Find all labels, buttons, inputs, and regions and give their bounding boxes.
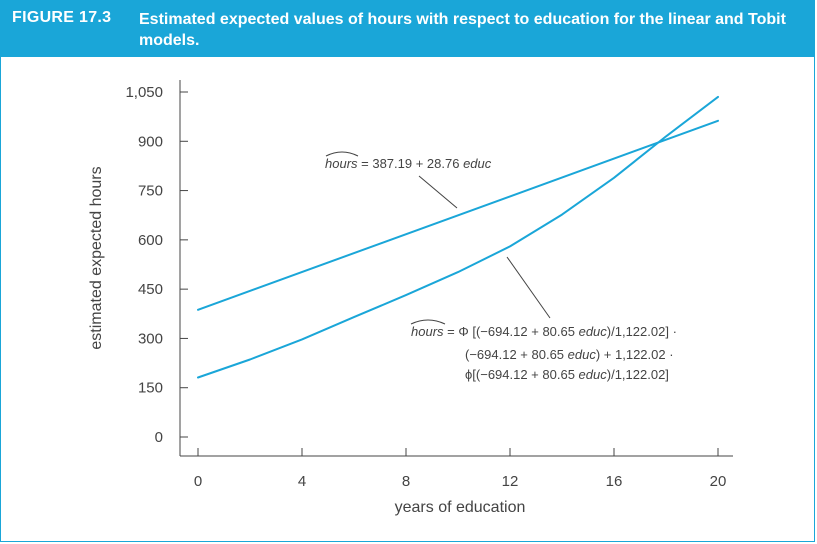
y-tick-label: 750 — [138, 183, 163, 200]
tobit-line-3-a: ϕ[(−694.12 + 80.65 — [465, 367, 579, 382]
x-axis-title: years of education — [395, 499, 526, 516]
series-layer — [197, 95, 719, 379]
y-tick-label: 900 — [138, 133, 163, 150]
x-tick-label: 0 — [194, 473, 202, 490]
linear-eq-text: = 387.19 + 28.76 — [358, 156, 464, 171]
x-tick-label: 12 — [502, 473, 519, 490]
tobit-line-2-b: ) + 1,122.02 · — [596, 347, 674, 362]
y-tick-label: 1,050 — [125, 84, 163, 101]
tobit-line-3-var: educ — [579, 367, 608, 382]
linear-hat-var: hours — [325, 156, 358, 171]
tobit-line-3-b: )/1,122.02] — [607, 367, 669, 382]
y-tick-label: 0 — [155, 429, 163, 446]
axes: 0 150 300 450 600 750 900 1,050 0 4 8 12 16 20 — [125, 80, 733, 490]
series-line-tobit — [197, 95, 719, 379]
tobit-line-2-a: (−694.12 + 80.65 — [465, 347, 568, 362]
y-tick-label: 450 — [138, 281, 163, 298]
tobit-leader-line — [506, 256, 551, 319]
tobit-hat-mark — [410, 319, 446, 325]
tobit-line-1-var: educ — [579, 324, 608, 339]
x-tick-label: 20 — [710, 473, 727, 490]
tobit-line-2-var: educ — [568, 347, 597, 362]
y-axis-title: estimated expected hours — [88, 166, 105, 349]
linear-eq-var: educ — [463, 156, 492, 171]
y-tick-label: 150 — [138, 380, 163, 397]
tobit-line-1: hours = Φ [(−694.12 + 80.65 educ)/1,122.… — [411, 324, 677, 339]
tobit-line-3: ϕ[(−694.12 + 80.65 educ)/1,122.02] — [465, 367, 669, 382]
linear-leader-line — [418, 175, 458, 209]
y-tick-label: 600 — [138, 232, 163, 249]
linear-hat-mark — [325, 151, 359, 157]
x-tick-label: 8 — [402, 473, 410, 490]
figure-title: Estimated expected values of hours with … — [139, 11, 786, 49]
linear-annotation: hours = 387.19 + 28.76 educ — [325, 151, 492, 209]
tobit-line-1-b: )/1,122.02] · — [607, 324, 677, 339]
x-tick-label: 16 — [606, 473, 623, 490]
tobit-hat-var: hours — [411, 324, 444, 339]
series-line-linear — [197, 119, 719, 311]
figure-label: FIGURE 17.3 — [12, 9, 112, 26]
x-tick-label: 4 — [298, 473, 306, 490]
tobit-line-1-a: = Φ [(−694.12 + 80.65 — [444, 324, 579, 339]
linear-equation: hours = 387.19 + 28.76 educ — [325, 156, 492, 171]
y-tick-label: 300 — [138, 330, 163, 347]
figure-header: FIGURE 17.3 Estimated expected values of… — [0, 0, 815, 57]
tobit-annotation: hours = Φ [(−694.12 + 80.65 educ)/1,122.… — [410, 256, 677, 382]
tobit-line-2: (−694.12 + 80.65 educ) + 1,122.02 · — [465, 347, 674, 362]
